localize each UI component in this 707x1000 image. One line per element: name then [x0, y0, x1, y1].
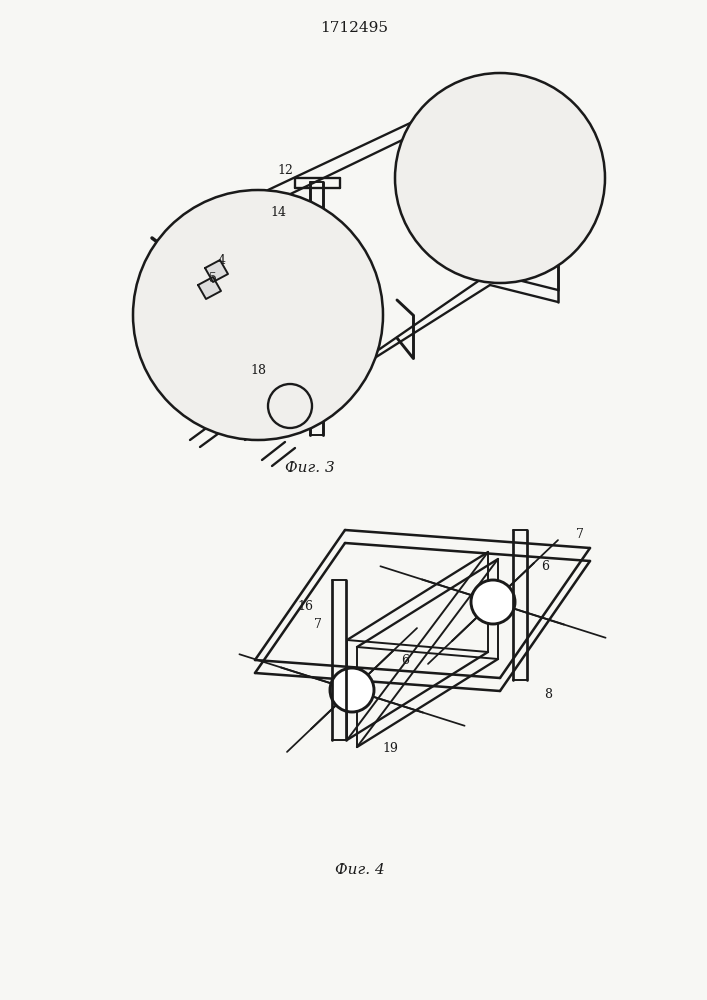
- Text: Фиг. 3: Фиг. 3: [285, 461, 335, 475]
- Polygon shape: [198, 277, 221, 299]
- Text: 7: 7: [314, 618, 322, 632]
- Circle shape: [395, 73, 605, 283]
- Text: 4: 4: [218, 253, 226, 266]
- Text: 16: 16: [297, 599, 313, 612]
- Text: 1712495: 1712495: [320, 21, 388, 35]
- Text: 19: 19: [382, 742, 398, 754]
- Text: 12: 12: [277, 163, 293, 176]
- Text: 14: 14: [270, 206, 286, 219]
- Circle shape: [133, 190, 383, 440]
- Circle shape: [330, 668, 374, 712]
- Polygon shape: [205, 260, 228, 282]
- Text: 7: 7: [576, 528, 584, 542]
- Text: 6: 6: [541, 560, 549, 572]
- Text: 18: 18: [250, 363, 266, 376]
- Circle shape: [471, 580, 515, 624]
- Circle shape: [268, 384, 312, 428]
- Text: 6: 6: [401, 654, 409, 666]
- Text: 5: 5: [209, 271, 217, 284]
- Text: 8: 8: [544, 688, 552, 702]
- Text: Фиг. 4: Фиг. 4: [335, 863, 385, 877]
